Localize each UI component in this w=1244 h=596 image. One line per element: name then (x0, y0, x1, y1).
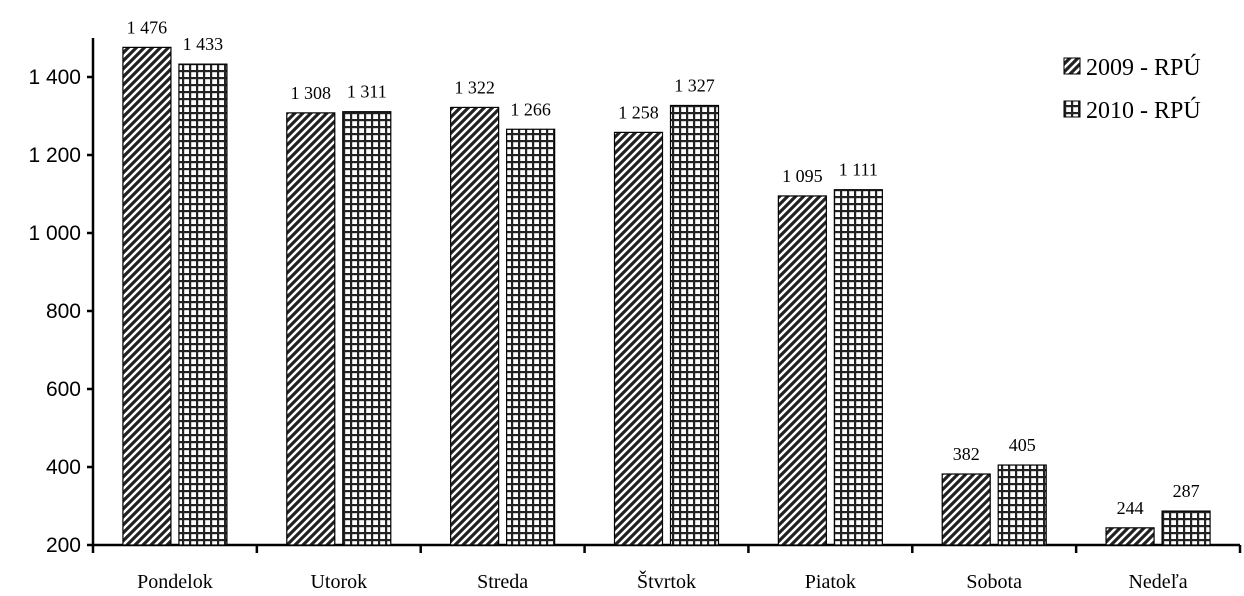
x-tick-label: Piatok (805, 571, 856, 593)
bar-series-2010 (342, 111, 392, 546)
bar-series-2009 (450, 106, 500, 546)
data-label: 244 (1117, 498, 1144, 518)
legend: 2009 - RPÚ 2010 - RPÚ (1063, 54, 1201, 124)
y-tick-label: 200 (46, 534, 81, 557)
data-label: 1 111 (839, 160, 878, 180)
data-label: 405 (1009, 435, 1036, 455)
legend-label: 2010 - RPÚ (1086, 97, 1201, 124)
bar-series-2009 (777, 195, 827, 546)
bar-series-2010 (997, 464, 1047, 546)
data-label: 1 433 (183, 34, 224, 54)
data-label: 1 322 (454, 77, 495, 97)
x-tick-label: Štvrtok (637, 569, 696, 593)
legend-swatch (1063, 57, 1081, 75)
y-tick-label: 400 (46, 456, 81, 479)
y-tick-label: 1 200 (28, 144, 81, 167)
data-label: 287 (1173, 481, 1200, 501)
bar-series-2010 (669, 104, 720, 546)
data-label: 1 308 (291, 83, 332, 103)
data-label: 1 095 (782, 166, 823, 186)
bar-series-2010 (833, 189, 883, 546)
bar-series-2010 (178, 63, 228, 546)
bar-series-2009 (613, 131, 664, 546)
bar-series-2009 (122, 46, 172, 546)
y-tick-label: 600 (46, 378, 81, 401)
x-tick-label: Pondelok (137, 571, 213, 593)
data-labels: 1 476 1 433 1 308 1 311 1 322 1 266 1 258 1 327… (127, 17, 1200, 517)
bar-series-2009 (286, 112, 336, 546)
x-axis: Pondelok Utorok Streda Štvrtok Piatok Sobota N… (91, 543, 1242, 593)
x-tick-label: Nedeľa (1128, 571, 1187, 593)
legend-label: 2009 - RPÚ (1086, 54, 1201, 81)
x-tick-label: Sobota (966, 571, 1022, 593)
legend-swatch (1063, 100, 1081, 118)
y-tick-label: 1 400 (28, 66, 81, 89)
data-label: 1 258 (618, 102, 659, 122)
data-label: 382 (953, 444, 980, 464)
data-label: 1 311 (347, 82, 387, 102)
bar-series-2009 (1105, 527, 1155, 546)
bar-series-2010 (1161, 510, 1211, 546)
data-label: 1 476 (127, 17, 168, 37)
y-tick-label: 1 000 (28, 222, 81, 245)
bars (122, 46, 1211, 546)
x-tick-label: Streda (477, 571, 528, 593)
data-label: 1 266 (510, 99, 551, 119)
x-tick-label: Utorok (310, 571, 367, 593)
y-tick-label: 800 (46, 300, 81, 323)
y-axis: 200 400 600 800 1 000 1 200 1 400 (28, 38, 95, 557)
bar-series-2009 (941, 473, 991, 546)
data-label: 1 327 (674, 75, 715, 95)
bar-series-2010 (506, 128, 556, 546)
